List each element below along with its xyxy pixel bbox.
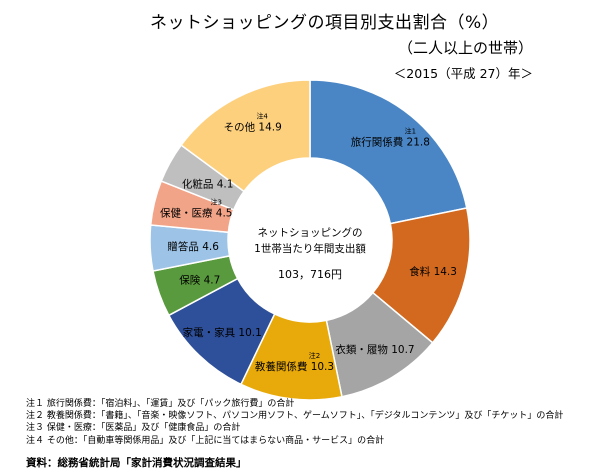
footnote-1: 注１ 旅行関係費：「宿泊料」、「運賃」及び「パック旅行費」の合計: [26, 399, 295, 409]
slice-label-8: 化粧品 4.1: [182, 177, 234, 190]
slice-label-0: 旅行関係費 21.8: [351, 136, 430, 149]
slice-label-4: 家電・家具 10.1: [183, 326, 262, 339]
footnote-2: 注２ 教養関係費：「書籍」、「音楽・映像ソフト、パソコン用ソフト、ゲームソフト」…: [26, 411, 564, 422]
slice-0: [309, 79, 468, 225]
slice-note-3: 注2: [309, 351, 320, 360]
footnote-3: 注３ 保健・医療：「医薬品」及び「健康食品」の合計: [26, 423, 241, 434]
chart-year: ＜2015（平成 27）年＞: [393, 66, 533, 81]
slice-label-7: 保健・医療 4.5: [160, 207, 233, 220]
slice-label-5: 保険 4.7: [179, 273, 220, 286]
source-note: 資料：総務省統計局「家計消費状況調査結果」: [26, 457, 247, 469]
chart-subtitle: （二人以上の世帯）: [397, 39, 533, 57]
footnotes: 注１ 旅行関係費：「宿泊料」、「運賃」及び「パック旅行費」の合計 注２ 教養関係…: [26, 398, 563, 447]
center-line-1: ネットショッピングの: [258, 226, 363, 239]
slice-note-9: 注4: [256, 112, 268, 121]
slice-9: [180, 79, 311, 193]
slice-label-9: その他 14.9: [224, 121, 282, 134]
center-label: ネットショッピングの 1世帯当たり年間支出額 103，716円: [254, 226, 366, 281]
slice-label-3: 教養関係費 10.3: [255, 360, 334, 373]
slice-label-1: 食料 14.3: [409, 265, 457, 278]
center-line-2: 1世帯当たり年間支出額: [254, 242, 366, 255]
slice-note-7: 注3: [210, 198, 221, 207]
center-total: 103，716円: [278, 268, 342, 281]
donut-slices: [149, 79, 471, 400]
slice-label-6: 贈答品 4.6: [167, 240, 219, 253]
chart-title: ネットショッピングの項目別支出割合（%）: [150, 13, 500, 33]
slice-label-2: 衣類・履物 10.7: [335, 343, 414, 356]
footnote-4: 注４ その他：「自動車等関係用品」及び「上記に当てはまらない商品・サービス」の合…: [26, 435, 385, 446]
slice-note-0: 注1: [405, 127, 416, 136]
